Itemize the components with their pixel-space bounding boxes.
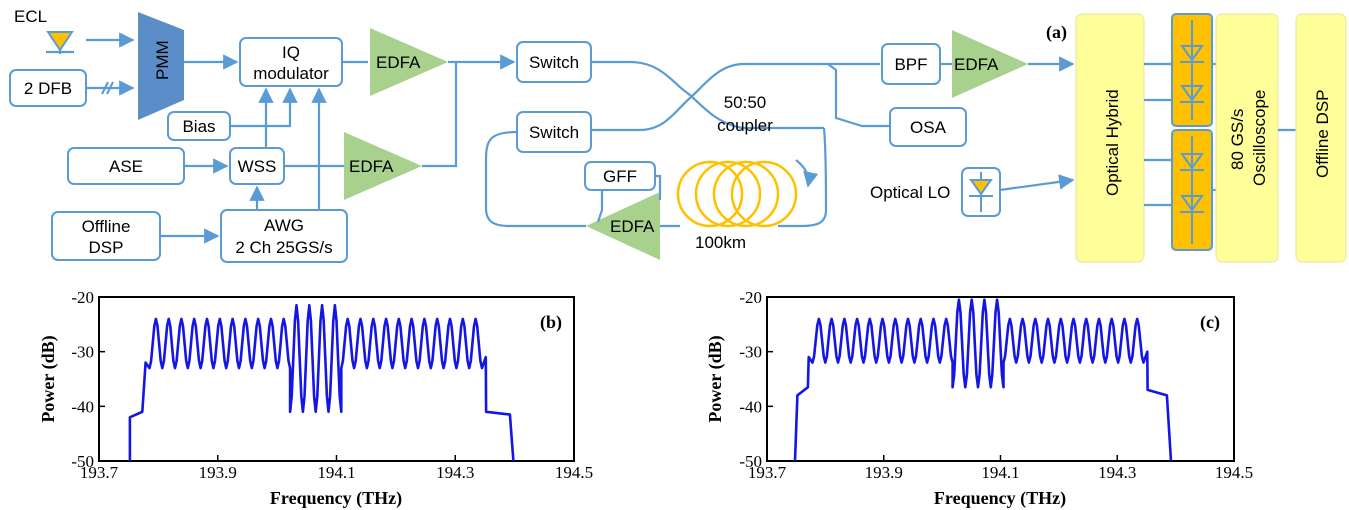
pmm-label: PMM — [153, 40, 172, 80]
offline-dsp-rx-label: Offline DSP — [1313, 89, 1332, 178]
optical-hybrid-box — [1075, 13, 1145, 263]
offline-dsp-rx-box — [1295, 13, 1347, 263]
y-ticks-b: -20 -30 -40 -50 — [71, 288, 105, 471]
setup-diagram: ECL 2 DFB PMM IQ modulator EDFA Bias ASE — [9, 7, 1347, 263]
fiber-spool-icon — [676, 160, 798, 228]
ase-label: ASE — [109, 157, 143, 176]
edfa-amplifier-1 — [370, 28, 448, 96]
spectrum-trace-c — [793, 298, 1173, 462]
y-ticks-c: -20 -30 -40 -50 — [739, 288, 773, 471]
panel-label-b: (b) — [540, 312, 562, 333]
y-tick-label: -30 — [71, 343, 94, 362]
coupler-label-1: 50:50 — [724, 93, 767, 112]
balanced-photodetector-2 — [1144, 129, 1213, 251]
y-axis-label-c: Power (dB) — [705, 335, 726, 422]
edfa-amplifier-4 — [952, 30, 1028, 98]
spectrum-trace-b — [128, 303, 515, 462]
awg-label-2: 2 Ch 25GS/s — [235, 238, 332, 257]
oscilloscope-label-1: 80 GS/s — [1228, 109, 1247, 170]
offline-dsp-tx-label-2: DSP — [89, 238, 124, 257]
iq-modulator-label-2: modulator — [253, 64, 329, 83]
dfb-double-slash-icon — [101, 81, 114, 95]
osa-box — [889, 107, 967, 147]
edfa-label-4: EDFA — [954, 55, 999, 74]
fiber-length-label: 100km — [695, 233, 746, 252]
plot-frame-c — [766, 296, 1235, 462]
gff-label: GFF — [603, 167, 637, 186]
x-tick-label: 194.5 — [555, 463, 593, 482]
x-axis-label-c: Frequency (THz) — [934, 488, 1066, 509]
osa-label: OSA — [910, 118, 947, 137]
optical-lo-label: Optical LO — [870, 183, 950, 202]
x-ticks-b: 193.7 193.9 194.1 194.3 194.5 — [80, 455, 593, 482]
y-tick-label: -50 — [71, 452, 94, 471]
x-tick-label: 194.1 — [317, 463, 355, 482]
pmm-block — [138, 12, 184, 120]
x-tick-label: 194.3 — [436, 463, 474, 482]
x-tick-label: 193.7 — [748, 463, 787, 482]
bpf-label: BPF — [894, 55, 927, 74]
x-tick-label: 193.9 — [865, 463, 903, 482]
y-axis-label-b: Power (dB) — [38, 335, 59, 422]
x-ticks-c: 193.7 193.9 194.1 194.3 194.5 — [748, 455, 1253, 482]
edfa-amplifier-2 — [344, 132, 422, 200]
offline-dsp-tx-label-1: Offline — [82, 217, 131, 236]
iq-modulator-label-1: IQ — [282, 43, 300, 62]
edfa-label-2: EDFA — [349, 157, 394, 176]
x-axis-label-b: Frequency (THz) — [270, 488, 402, 509]
y-tick-label: -30 — [739, 343, 762, 362]
x-tick-label: 194.3 — [1098, 463, 1136, 482]
y-tick-label: -40 — [739, 397, 762, 416]
oscilloscope-box — [1215, 13, 1279, 263]
switch-label-2: Switch — [529, 123, 579, 142]
loop-direction-arrow-icon — [795, 159, 819, 188]
switch-label-1: Switch — [529, 53, 579, 72]
wss-label: WSS — [238, 157, 277, 176]
awg-box — [220, 209, 348, 263]
optical-lo-laser-icon — [969, 172, 993, 212]
x-tick-label: 194.1 — [981, 463, 1019, 482]
ecl-laser-icon — [46, 31, 74, 54]
x-tick-label: 194.5 — [1215, 463, 1253, 482]
awg-label-1: AWG — [264, 216, 304, 235]
bias-label: Bias — [182, 117, 215, 136]
x-tick-label: 193.7 — [80, 463, 119, 482]
edfa-label-1: EDFA — [376, 53, 421, 72]
balanced-photodetector-1 — [1144, 13, 1213, 127]
chart-c: 193.7 193.9 194.1 194.3 194.5 -20 -30 -40 -50 F… — [705, 288, 1253, 509]
coupler-label-2: coupler — [717, 116, 773, 135]
edfa-label-3: EDFA — [610, 217, 655, 236]
figure-label-a: (a) — [1046, 22, 1067, 43]
y-tick-label: -40 — [71, 397, 94, 416]
dfb-label: 2 DFB — [24, 79, 72, 98]
panel-label-c: (c) — [1200, 312, 1220, 333]
oscilloscope-label-2: Oscilloscope — [1250, 90, 1269, 186]
x-tick-label: 193.9 — [199, 463, 237, 482]
optical-hybrid-label: Optical Hybrid — [1103, 89, 1122, 196]
y-tick-label: -50 — [739, 452, 762, 471]
y-tick-label: -20 — [739, 288, 762, 307]
y-tick-label: -20 — [71, 288, 94, 307]
ecl-label: ECL — [14, 7, 47, 26]
edfa-amplifier-3 — [586, 192, 660, 260]
chart-b: 193.7 193.9 194.1 194.3 194.5 -20 -30 -40 -50 F… — [38, 288, 593, 509]
